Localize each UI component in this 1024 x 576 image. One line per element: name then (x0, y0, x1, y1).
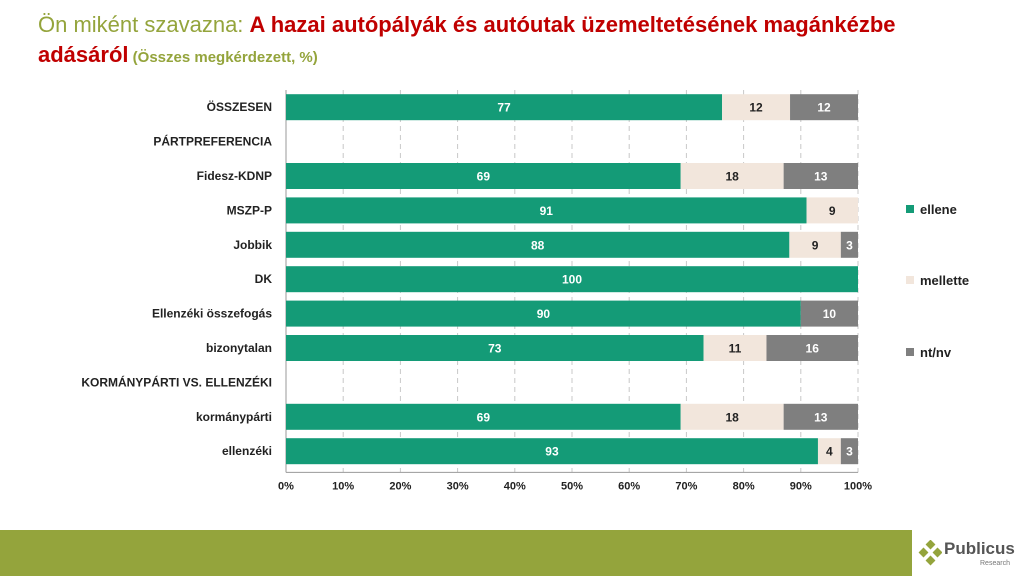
legend-label: ellene (920, 202, 957, 217)
data-label: 13 (814, 170, 828, 184)
data-label: 73 (488, 342, 502, 356)
bar-nt-nv (783, 163, 858, 189)
bar-mellette (722, 94, 791, 121)
bar-nt-nv (783, 403, 858, 430)
x-tick-label: 50% (561, 480, 583, 492)
x-tick-label: 10% (332, 480, 354, 492)
x-tick-label: 70% (675, 480, 697, 492)
category-label: ellenzéki (222, 444, 272, 458)
title-main: A hazai autópályák és autóutak üzemeltet… (38, 12, 896, 67)
x-tick-label: 20% (389, 480, 411, 492)
data-label: 18 (725, 170, 739, 184)
logo-name: Publicus (944, 539, 1015, 558)
category-label: MSZP-P (227, 203, 272, 217)
bar-nt-nv (840, 438, 858, 465)
legend-label: nt/nv (920, 345, 952, 360)
bar-mellette (680, 403, 784, 430)
data-label: 10 (823, 307, 837, 321)
bar-ellene (286, 300, 801, 327)
bar-mellette (703, 335, 767, 361)
legend-swatch (906, 348, 914, 356)
x-tick-label: 60% (618, 480, 640, 492)
category-label: Ellenzéki összefogás (152, 307, 272, 321)
bar-nt-nv (766, 335, 858, 361)
title-note: (Összes megkérdezett, %) (128, 49, 318, 66)
bar-ellene (286, 197, 807, 224)
stacked-bar-chart: 0% 10% 20% 30% 40% 50% 60% 70% 80% 90% 100% ÖSSZESE… (81, 90, 969, 492)
bar-ellene (286, 438, 818, 465)
data-label: 93 (545, 445, 559, 459)
data-label: 69 (477, 170, 491, 184)
data-label: 4 (826, 445, 833, 459)
logo-diamonds-icon (918, 540, 942, 566)
chart-title: Ön miként szavazna: A hazai autópályák é… (38, 10, 978, 73)
title-prefix: Ön miként szavazna: (38, 12, 250, 37)
bar-nt-nv (800, 300, 858, 327)
x-tick-label: 40% (504, 480, 526, 492)
legend-swatch (906, 276, 914, 284)
bar-nt-nv (840, 231, 858, 258)
category-label: Jobbik (233, 238, 272, 252)
data-label: 77 (497, 101, 511, 115)
category-label: DK (255, 272, 273, 286)
data-label: 69 (477, 410, 491, 424)
bar-ellene (286, 163, 681, 189)
bar-mellette (817, 438, 841, 465)
x-tick-label: 0% (278, 480, 294, 492)
legend-swatch (906, 205, 914, 213)
data-label: 88 (531, 238, 545, 252)
publicus-logo: Publicus Research (918, 536, 1024, 576)
data-label: 16 (806, 342, 820, 356)
bar-ellene (286, 266, 858, 293)
bar-ellene (286, 335, 704, 361)
x-tick-label: 90% (790, 480, 812, 492)
footer-band (0, 530, 912, 576)
data-label: 90 (537, 307, 551, 321)
bar-ellene (286, 94, 723, 121)
bar-ellene (286, 403, 681, 430)
data-label: 3 (846, 238, 853, 252)
category-label: KORMÁNYPÁRTI VS. ELLENZÉKI (81, 374, 272, 389)
category-label: bizonytalan (206, 341, 272, 355)
bar-mellette (806, 197, 858, 224)
x-tick-label: 100% (844, 480, 872, 492)
category-label: Fidesz-KDNP (197, 169, 272, 183)
legend-label: mellette (920, 273, 969, 288)
data-label: 13 (814, 410, 828, 424)
data-label: 9 (812, 238, 819, 252)
logo-sub: Research (980, 560, 1010, 567)
data-label: 12 (817, 101, 831, 115)
data-label: 3 (846, 445, 853, 459)
category-label: kormánypárti (196, 410, 272, 424)
bar-nt-nv (790, 94, 858, 121)
category-label: ÖSSZESEN (207, 99, 272, 114)
data-label: 9 (829, 204, 836, 218)
data-label: 18 (725, 410, 739, 424)
x-tick-label: 80% (733, 480, 755, 492)
bar-mellette (789, 231, 841, 258)
bar-mellette (680, 163, 784, 189)
data-label: 91 (540, 204, 554, 218)
data-label: 11 (729, 342, 742, 356)
x-tick-label: 30% (447, 480, 469, 492)
bar-ellene (286, 231, 790, 258)
data-label: 12 (749, 101, 763, 115)
data-label: 100 (562, 273, 582, 287)
category-label: PÁRTPREFERENCIA (153, 134, 272, 149)
